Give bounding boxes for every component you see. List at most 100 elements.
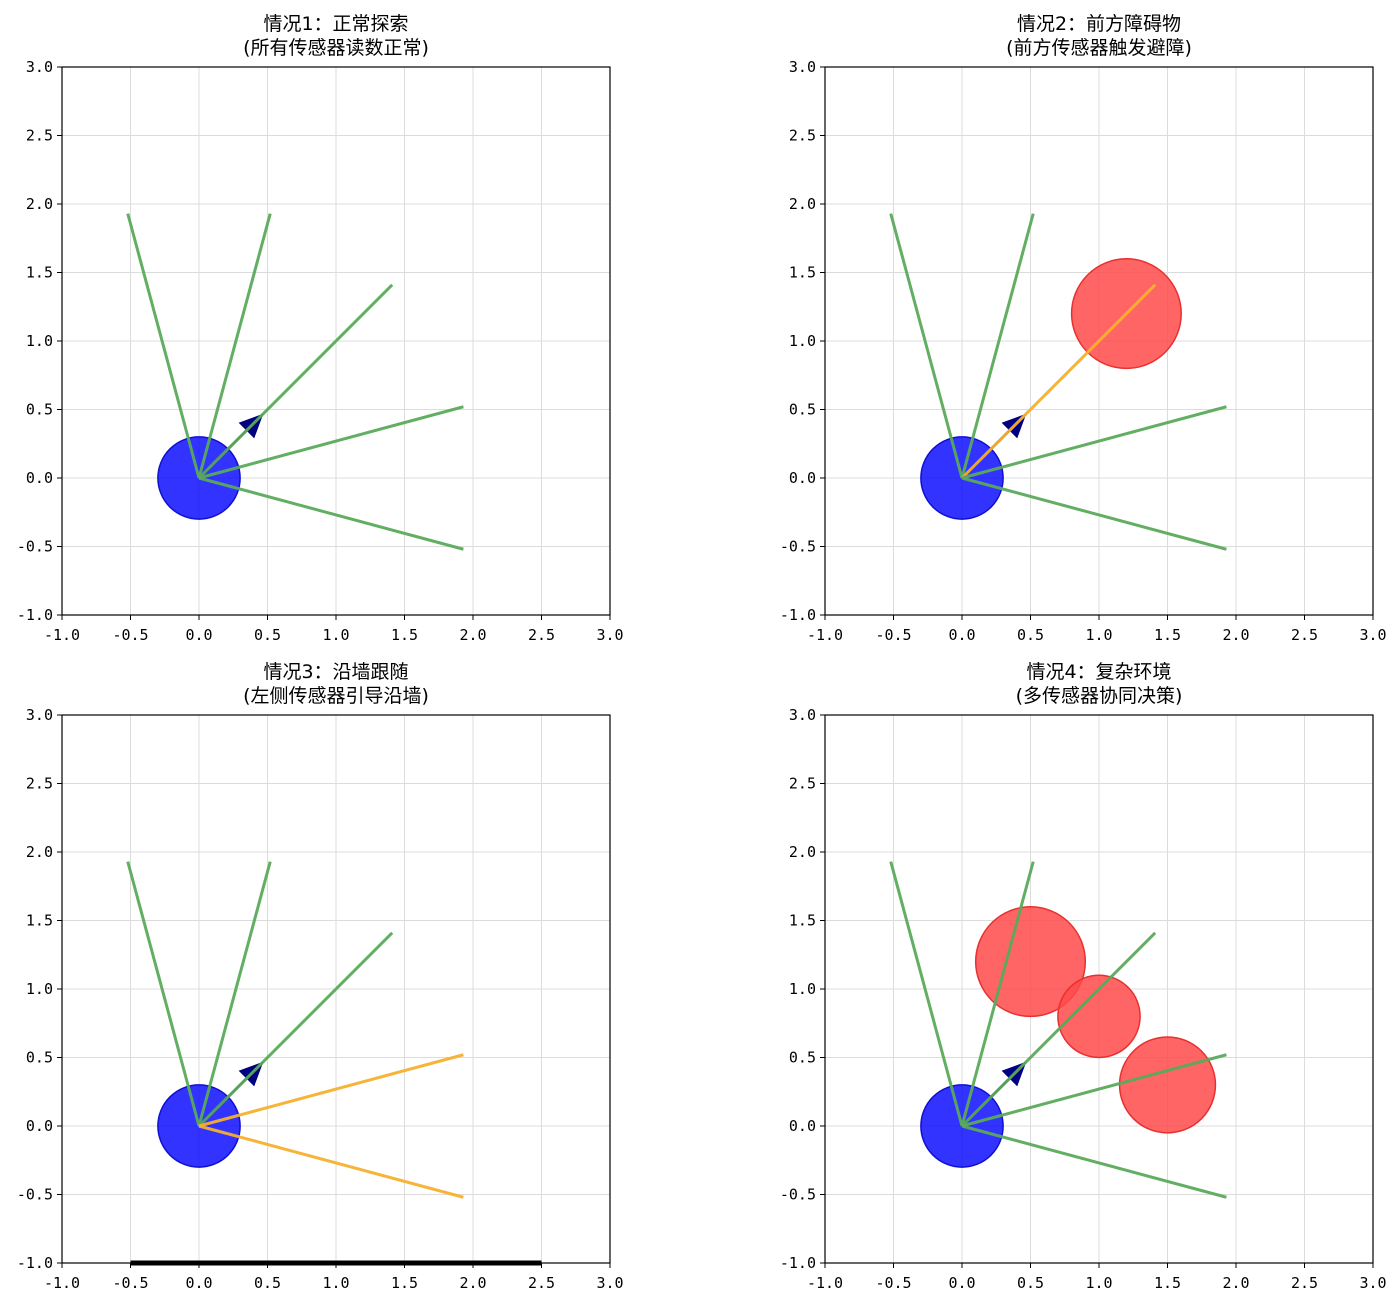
panel-2-x-tick-label: 1.5 [1154,626,1181,644]
panel-3-sensor-ray [198,1124,464,1199]
panel-4-title: 情况4：复杂环境 [1026,661,1171,683]
panel-3-x-tick-label: 1.5 [391,1274,418,1292]
panel-1-x-tick-label: 2.5 [528,626,555,644]
panel-4-x-tick-label: 2.5 [1291,1274,1318,1292]
panel-1-x-tick-label: 0.0 [185,626,212,644]
panel-1-sensor-ray [198,405,464,480]
panel-4-obstacle [1057,974,1141,1059]
panel-4-y-tick-label: 1.5 [789,912,816,930]
panel-2-x-tick-label: 2.5 [1291,626,1318,644]
panel-2-y-tick-label: 0.5 [789,401,816,419]
panel-2-x-tick-label: -1.0 [807,626,843,644]
panel-3-y-tick-label: 2.0 [26,843,53,861]
panel-1-sensor-ray [126,213,201,479]
panel-2-y-tick-label: 0.0 [789,469,816,487]
panel-3-y-tick-label: 0.0 [26,1117,53,1135]
panel-2-sensor-ray [960,213,1035,479]
panel-4-y-tick-label: 2.5 [789,775,816,793]
panel-3-y-tick-label: -1.0 [17,1254,53,1272]
panel-1: 情况1：正常探索 (所有传感器读数正常) -1.0 -0.5 0.0 0.5 1.0 1.… [17,13,624,644]
panel-2-x-tick-label: 0.5 [1017,626,1044,644]
panel-2-y-tick-label: 2.5 [789,127,816,145]
panel-3-sensor-ray [197,861,272,1127]
panel-1-x-tick-label: 2.0 [459,626,486,644]
panel-2-sensor-ray [961,405,1227,480]
panel-4-y-tick-label: 2.0 [789,843,816,861]
panel-4-sensor-ray [961,1053,1227,1128]
panel-2-sensor-ray [961,476,1227,551]
panel-1-x-tick-label: 3.0 [596,626,623,644]
panel-2-y-tick-label: 2.0 [789,195,816,213]
panel-3-sensor-ray [126,861,201,1127]
panel-1-y-tick-label: 2.5 [26,127,53,145]
panel-1-x-tick-label: 1.0 [322,626,349,644]
panel-3-x-tick-label: -0.5 [112,1274,148,1292]
panel-4-x-tick-label: -1.0 [807,1274,843,1292]
panel-3-x-tick-label: -1.0 [44,1274,80,1292]
panel-2-subtitle: (前方传感器触发避障) [1006,37,1192,59]
panel-3-y-tick-label: 2.5 [26,775,53,793]
panel-4-x-tick-label: 1.5 [1154,1274,1181,1292]
panel-4-obstacle [1118,1036,1217,1134]
panel-3: 情况3：沿墙跟随 (左侧传感器引导沿墙) -1.0 -0.5 0.0 0.5 1.0 1.… [17,661,624,1292]
panel-4-y-tick-label: -0.5 [780,1186,816,1204]
panel-4-x-tick-label: 2.0 [1222,1274,1249,1292]
panel-3-x-tick-label: 2.0 [459,1274,486,1292]
panel-1-x-tick-label: 0.5 [254,626,281,644]
panel-4-x-tick-label: 3.0 [1359,1274,1386,1292]
panel-1-title: 情况1：正常探索 [263,13,408,35]
panel-3-y-tick-label: 0.5 [26,1049,53,1067]
panel-1-y-tick-label: 0.5 [26,401,53,419]
panel-4-y-tick-label: 3.0 [789,706,816,724]
panel-4-y-tick-label: 1.0 [789,980,816,998]
panel-3-sensor-ray [198,1053,464,1128]
panel-3-y-tick-label: -0.5 [17,1186,53,1204]
panel-3-y-tick-label: 3.0 [26,706,53,724]
panel-3-sensor-ray [197,931,394,1128]
panel-1-sensor-ray [197,283,394,480]
panel-1-sensor-ray [197,213,272,479]
panel-4-subtitle: (多传感器协同决策) [1016,685,1183,707]
panel-2-y-tick-label: 3.0 [789,58,816,76]
panel-4-y-tick-label: -1.0 [780,1254,816,1272]
panel-4-y-tick-label: 0.5 [789,1049,816,1067]
panel-2-sensor-ray [960,283,1157,480]
panel-3-x-tick-label: 2.5 [528,1274,555,1292]
panel-2-y-tick-label: 1.0 [789,332,816,350]
panel-4-x-tick-label: 0.0 [948,1274,975,1292]
panel-1-y-tick-label: -1.0 [17,606,53,624]
panel-1-y-tick-label: 0.0 [26,469,53,487]
panel-1-subtitle: (所有传感器读数正常) [243,37,429,59]
panel-4-sensor-ray [960,931,1157,1128]
panel-4-x-tick-label: 1.0 [1085,1274,1112,1292]
panel-4: 情况4：复杂环境 (多传感器协同决策) -1.0 -0.5 0.0 0.5 1.0 1.5… [780,661,1387,1292]
panel-2-x-tick-label: 3.0 [1359,626,1386,644]
panel-3-y-tick-label: 1.5 [26,912,53,930]
panel-2-y-tick-label: -1.0 [780,606,816,624]
panel-3-y-tick-label: 1.0 [26,980,53,998]
panel-3-x-tick-label: 0.0 [185,1274,212,1292]
panel-1-x-tick-label: 1.5 [391,626,418,644]
panel-3-x-tick-label: 0.5 [254,1274,281,1292]
panel-1-y-tick-label: 3.0 [26,58,53,76]
panel-1-x-tick-label: -0.5 [112,626,148,644]
panel-2-y-tick-label: -0.5 [780,538,816,556]
panel-2-x-tick-label: 1.0 [1085,626,1112,644]
panel-2-x-tick-label: 0.0 [948,626,975,644]
panel-4-sensor-ray [961,1124,1227,1199]
panel-1-sensor-ray [198,476,464,551]
panel-4-obstacle [974,906,1087,1018]
panel-3-x-tick-label: 1.0 [322,1274,349,1292]
panel-1-y-tick-label: 2.0 [26,195,53,213]
panel-2-y-tick-label: 1.5 [789,264,816,282]
panel-4-x-tick-label: 0.5 [1017,1274,1044,1292]
panel-2-x-tick-label: -0.5 [875,626,911,644]
panel-3-title: 情况3：沿墙跟随 [263,661,408,683]
panel-1-y-tick-label: 1.5 [26,264,53,282]
panel-2-x-tick-label: 2.0 [1222,626,1249,644]
panel-4-x-tick-label: -0.5 [875,1274,911,1292]
panel-4-y-tick-label: 0.0 [789,1117,816,1135]
panel-3-x-tick-label: 3.0 [596,1274,623,1292]
panel-2: 情况2：前方障碍物 (前方传感器触发避障) -1.0 -0.5 0.0 0.5 1.0 1… [780,13,1387,644]
